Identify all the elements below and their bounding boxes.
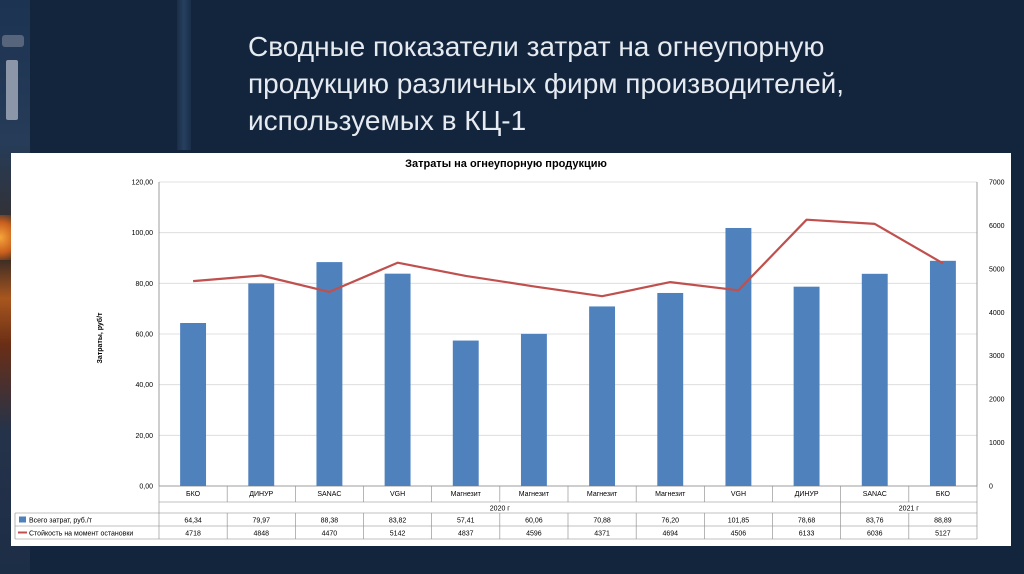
x-tick-label: БКО [186, 491, 201, 498]
data-label: 70,88 [593, 518, 611, 525]
x-tick-label: Магнезит [587, 491, 618, 498]
data-label: 64,34 [184, 518, 202, 525]
bar [452, 340, 479, 486]
x-tick-label: Магнезит [451, 491, 482, 498]
bar [861, 273, 888, 486]
bar [248, 283, 275, 486]
data-label: 4371 [594, 531, 610, 538]
y2-tick-label: 3000 [989, 353, 1005, 360]
y-axis-label: Затраты, руб/т [96, 312, 104, 364]
legend-label: Стойкость на момент остановки [29, 530, 133, 538]
y2-tick-label: 5000 [989, 266, 1005, 273]
bar [384, 273, 411, 486]
bar [316, 262, 343, 486]
data-label: 88,89 [934, 518, 952, 525]
y-tick-label: 120,00 [132, 180, 154, 187]
data-label: 79,97 [252, 518, 270, 525]
data-label: 6133 [799, 531, 815, 538]
data-label: 4848 [253, 531, 269, 538]
x-tick-label: VGH [731, 491, 746, 498]
x-tick-label: ДИНУР [249, 491, 273, 498]
y2-tick-label: 4000 [989, 310, 1005, 317]
data-label: 88,38 [321, 518, 339, 525]
y-tick-label: 20,00 [135, 433, 153, 440]
data-label: 4470 [322, 531, 338, 538]
legend-label: Всего затрат, руб./т [29, 517, 93, 525]
data-label: 60,06 [525, 518, 543, 525]
bar [929, 260, 956, 486]
machinery-part [6, 60, 18, 120]
data-label: 6036 [867, 531, 883, 538]
y-tick-label: 80,00 [135, 281, 153, 288]
data-label: 57,41 [457, 518, 475, 525]
y2-tick-label: 1000 [989, 440, 1005, 447]
data-label: 5127 [935, 531, 951, 538]
y2-tick-label: 7000 [989, 180, 1005, 187]
bar [589, 306, 616, 486]
data-label: 78,68 [798, 518, 816, 525]
x-tick-label: VGH [390, 491, 405, 498]
data-label: 4694 [662, 531, 678, 538]
bar [180, 323, 207, 486]
chart-panel: Затраты на огнеупорную продукцию Затраты… [11, 153, 1011, 546]
y-tick-label: 100,00 [132, 230, 154, 237]
cost-chart: Затраты на огнеупорную продукцию Затраты… [14, 158, 1005, 540]
data-label: 4718 [185, 531, 201, 538]
x-tick-label: SANAC [317, 491, 341, 498]
legend-key-bar [19, 516, 26, 523]
y-tick-label: 40,00 [135, 382, 153, 389]
y-tick-label: 60,00 [135, 332, 153, 339]
bar [657, 292, 684, 486]
chart-title: Затраты на огнеупорную продукцию [405, 158, 607, 170]
x-tick-label: Магнезит [655, 491, 686, 498]
series-line [193, 218, 944, 298]
data-label: 5142 [390, 531, 406, 538]
x-tick-label: ДИНУР [795, 491, 819, 498]
bar [725, 227, 752, 486]
data-label: 83,82 [389, 518, 407, 525]
data-label: 76,20 [661, 518, 679, 525]
data-label: 4506 [731, 531, 747, 538]
x-tick-label: Магнезит [519, 491, 550, 498]
x-tick-label: БКО [936, 491, 951, 498]
group-label: 2020 г [490, 506, 511, 513]
y-tick-label: 0,00 [139, 484, 153, 491]
y2-tick-label: 2000 [989, 397, 1005, 404]
machinery-part [2, 35, 24, 47]
background-column-decoration [177, 0, 191, 150]
data-label: 101,85 [728, 518, 750, 525]
slide-title: Сводные показатели затрат на огнеупорную… [248, 31, 845, 136]
y2-tick-label: 6000 [989, 223, 1005, 230]
data-label: 83,76 [866, 518, 884, 525]
data-label: 4837 [458, 531, 474, 538]
data-label: 4596 [526, 531, 542, 538]
group-label: 2021 г [899, 506, 920, 513]
bar [793, 286, 820, 486]
x-tick-label: SANAC [863, 491, 887, 498]
bar [520, 333, 547, 486]
y2-tick-label: 0 [989, 484, 993, 491]
